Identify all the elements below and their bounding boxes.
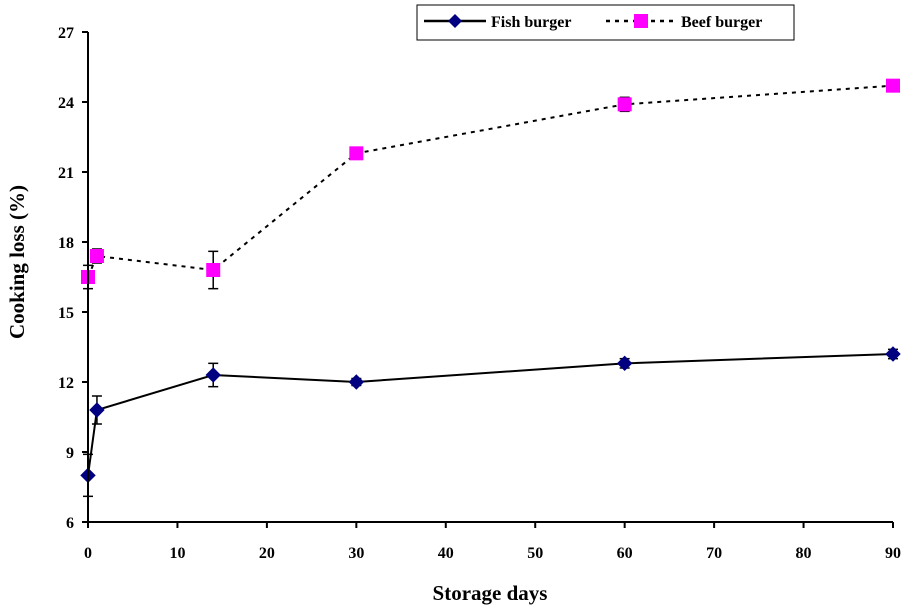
- y-tick-label: 18: [58, 235, 74, 252]
- plot-area: [80, 78, 901, 498]
- data-point-beef-burger: [89, 249, 104, 263]
- data-point-beef-burger: [617, 97, 632, 112]
- series-line-beef-burger: [87, 84, 894, 278]
- x-tick-label: 40: [438, 545, 454, 562]
- legend-marker-diamond: [448, 14, 462, 28]
- y-tick-label: 24: [58, 95, 74, 112]
- x-tick-label: 10: [169, 545, 185, 562]
- axes: 6 9 12 15 18 21 24 27 0 10 20 30 40 50 60 70 80 90: [58, 25, 901, 562]
- y-tick-label: 27: [58, 25, 74, 42]
- legend-label-1: Fish burger: [491, 14, 571, 31]
- x-tick-label: 60: [617, 545, 633, 562]
- y-tick-label: 6: [66, 515, 74, 532]
- data-point-fish-burger: [348, 374, 365, 390]
- x-tick-label: 90: [885, 545, 901, 562]
- y-axis-title: Cooking loss (%): [5, 185, 29, 339]
- legend: Fish burger Beef burger: [416, 4, 795, 41]
- y-tick-label: 15: [58, 305, 74, 322]
- data-point-beef-burger: [206, 263, 221, 277]
- data-point-beef-burger: [349, 146, 364, 161]
- y-tick-label: 21: [58, 165, 74, 182]
- x-tick-label: 50: [527, 545, 543, 562]
- data-point-fish-burger: [885, 346, 901, 362]
- legend-box: [416, 4, 795, 41]
- x-axis-title: Storage days: [433, 581, 548, 605]
- x-tick-label: 70: [706, 545, 722, 562]
- data-point-fish-burger: [205, 367, 221, 383]
- data-point-fish-burger: [616, 355, 633, 372]
- data-point-fish-burger: [89, 402, 105, 418]
- y-tick-label: 9: [66, 445, 74, 462]
- x-tick-label: 0: [84, 545, 92, 562]
- x-tick-label: 20: [259, 545, 275, 562]
- legend-marker-square: [634, 14, 648, 28]
- x-tick-label: 80: [796, 545, 812, 562]
- data-point-beef-burger: [886, 78, 900, 93]
- legend-label-2: Beef burger: [681, 14, 762, 31]
- series-line-fish-burger: [87, 353, 894, 476]
- x-tick-label: 30: [348, 545, 364, 562]
- y-tick-label: 12: [58, 375, 74, 392]
